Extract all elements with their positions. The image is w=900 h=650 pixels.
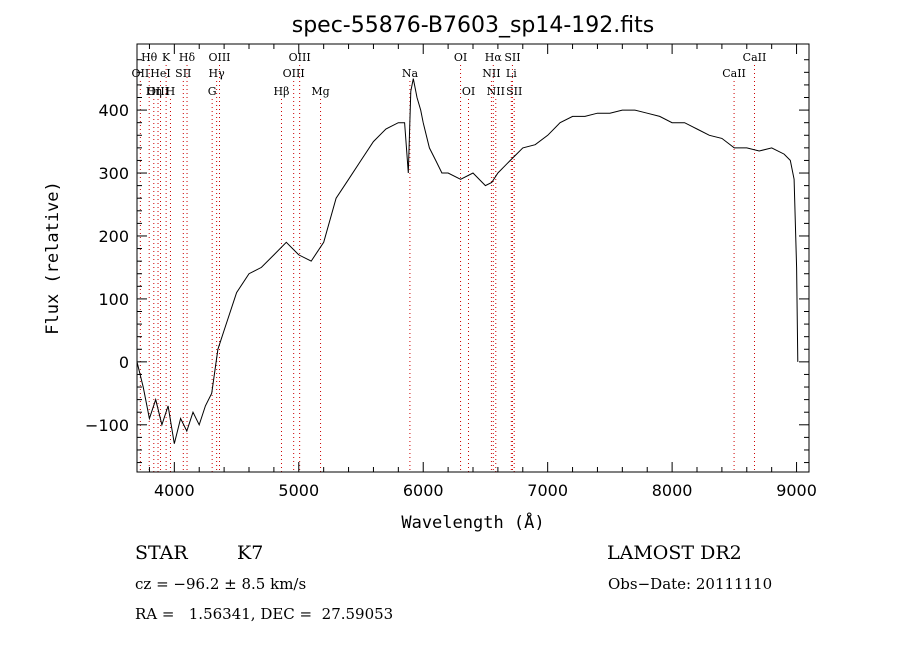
spectral-line-label: OI <box>454 51 467 64</box>
spectral-line-label: Na <box>402 67 419 80</box>
spectral-line-label: CaII <box>743 51 767 64</box>
x-axis-ticks: 4000 5000 6000 7000 8000 9000 <box>148 44 817 500</box>
spectral-line-label: Hβ <box>274 85 290 98</box>
spectral-line-labels: Hθ OII OIII K HeI Hη SII H Hδ OIII Hγ G Hβ OIII OIII Mg… <box>132 51 767 98</box>
spectral-line-label: H <box>166 85 176 98</box>
spectral-line-label: SII <box>175 67 191 80</box>
chart-title: spec-55876-B7603_sp14-192.fits <box>292 13 655 38</box>
spectral-line-label: G <box>208 85 217 98</box>
spectral-line-label: Hγ <box>209 67 226 80</box>
x-tick-label: 8000 <box>652 481 693 500</box>
spectral-line-label: Li <box>506 67 517 80</box>
spectral-line-label: OI <box>462 85 475 98</box>
spectral-line-label: OIII <box>289 51 311 64</box>
spectral-line-label: Hθ <box>141 51 158 64</box>
spectral-line-label: OIII <box>147 85 169 98</box>
survey-name: LAMOST DR2 <box>607 542 742 564</box>
spectral-line-label: CaII <box>722 67 746 80</box>
x-tick-label: 5000 <box>278 481 319 500</box>
spectral-line-markers <box>139 65 755 472</box>
y-tick-label: −100 <box>85 416 129 435</box>
y-axis-label: Flux (relative) <box>43 181 63 335</box>
spectral-line-label: Hη <box>146 85 162 98</box>
x-tick-label: 7000 <box>527 481 568 500</box>
y-tick-label: 0 <box>119 353 129 372</box>
spectral-line-label: OIII <box>283 67 305 80</box>
x-tick-label: 4000 <box>154 481 195 500</box>
y-tick-label: 400 <box>98 101 129 120</box>
spectral-line-label: NII <box>482 67 500 80</box>
spectral-line-label: OIII <box>208 51 230 64</box>
x-axis-label: Wavelength (Å) <box>401 511 544 533</box>
spectral-line-label: Hδ <box>179 51 196 64</box>
spectral-line-label: SII <box>506 85 522 98</box>
x-tick-label: 6000 <box>403 481 444 500</box>
spectral-line-label: Hα <box>485 51 503 64</box>
spectral-line-label: K <box>162 51 171 64</box>
y-axis-ticks: −100 0 100 200 300 400 <box>85 59 809 464</box>
redshift-text: cz = −96.2 ± 8.5 km/s <box>135 575 306 593</box>
coordinates-text: RA = 1.56341, DEC = 27.59053 <box>135 605 393 623</box>
y-tick-label: 100 <box>98 290 129 309</box>
plot-frame <box>136 43 810 473</box>
spectrum-line <box>136 78 799 444</box>
spectral-line-label: OII <box>132 67 150 80</box>
object-subclass: K7 <box>237 542 263 564</box>
observation-date: Obs−Date: 20111110 <box>608 575 772 593</box>
spectral-line-label: NII <box>487 85 505 98</box>
spectral-line-label: HeI <box>150 67 170 80</box>
object-class: STAR <box>135 542 188 564</box>
spectral-line-label: Mg <box>311 85 329 98</box>
x-tick-label: 9000 <box>776 481 817 500</box>
y-tick-label: 200 <box>98 227 129 246</box>
y-tick-label: 300 <box>98 164 129 183</box>
spectral-line-label: SII <box>504 51 520 64</box>
